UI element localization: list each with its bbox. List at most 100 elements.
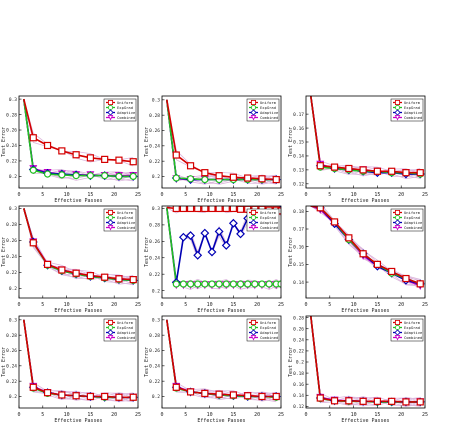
legend-label-combined: Combined — [404, 115, 422, 120]
y-tick-label: 0.26 — [6, 348, 17, 354]
marker-uniform — [58, 266, 66, 274]
axes-frame — [161, 205, 282, 299]
x-tick-label: 0 — [17, 302, 20, 308]
x-tick-label: 5 — [184, 302, 187, 308]
y-tick-label: 0.12 — [293, 404, 304, 410]
legend-marker-uniform — [394, 319, 401, 326]
legend-label-expgrad: ExpGrad — [404, 215, 420, 220]
x-tick-label: 0 — [160, 412, 163, 418]
y-tick-label: 0.22 — [149, 159, 160, 165]
spread-line — [23, 208, 134, 286]
y-tick-label: 0.24 — [293, 338, 304, 344]
y-tick-label: 0.28 — [293, 315, 304, 321]
y-tick-label: 0.16 — [293, 126, 304, 132]
marker-uniform — [186, 388, 195, 396]
marker-uniform — [72, 392, 80, 400]
series-lines — [310, 206, 425, 290]
legend-label-uniform: Uniform — [260, 210, 277, 215]
legend-label-combined: Combined — [117, 115, 135, 120]
x-axis-label: Effective Passes — [54, 308, 102, 314]
spread-line — [166, 319, 277, 403]
x-tick-label: 10 — [351, 412, 357, 418]
y-tick-label: 0.26 — [149, 348, 160, 354]
marker-adaptive — [214, 227, 224, 236]
marker-expgrad — [215, 280, 223, 288]
marker-uniform — [86, 392, 95, 401]
marker-uniform — [115, 275, 123, 283]
marker-expgrad — [29, 166, 37, 174]
x-tick-label: 15 — [374, 412, 380, 418]
x-axis-label: Effective Passes — [341, 198, 389, 204]
y-tick-label: 0.2 — [9, 286, 17, 292]
marker-uniform — [402, 398, 410, 406]
marker-uniform — [86, 272, 95, 280]
y-tick-label: 0.22 — [293, 349, 304, 355]
spread-line — [310, 316, 421, 407]
y-tick-label: 0.22 — [149, 272, 160, 278]
legend-marker-expgrad — [250, 104, 257, 111]
subplot-9: 0 5 10 15 20 25 0.12 0.14 0.16 0.18 0.2 0.22 0.24 0.2… — [288, 315, 428, 424]
y-tick-label: 0.28 — [6, 222, 17, 228]
subplot-8: 0 5 10 15 20 25 0.2 0.22 0.24 0.26 0.28 0.3 Effectiv… — [144, 315, 284, 424]
y-tick-label: 0.26 — [6, 238, 17, 244]
x-tick-label: 5 — [184, 192, 187, 198]
axes-frame — [18, 315, 139, 409]
x-tick-label: 20 — [254, 412, 260, 418]
x-tick-label: 20 — [111, 412, 117, 418]
series-lines — [166, 319, 281, 401]
x-tick-label: 0 — [304, 302, 307, 308]
x-tick-label: 5 — [184, 412, 187, 418]
x-tick-label: 20 — [398, 302, 404, 308]
x-tick-label: 20 — [398, 412, 404, 418]
marker-expgrad — [277, 280, 281, 288]
x-tick-label: 0 — [17, 412, 20, 418]
marker-uniform — [201, 389, 209, 398]
legend-marker-uniform — [394, 209, 401, 216]
y-tick-label: 0.22 — [6, 270, 17, 276]
marker-expgrad — [186, 175, 195, 183]
legend-label-combined: Combined — [117, 335, 135, 340]
x-axis-label: Effective Passes — [341, 308, 389, 314]
x-tick-label: 10 — [207, 412, 213, 418]
x-tick-label: 20 — [254, 302, 260, 308]
x-tick-label: 10 — [64, 192, 70, 198]
x-tick-label: 10 — [207, 192, 213, 198]
axes-frame — [305, 205, 426, 299]
y-tick-label: 0.18 — [293, 371, 304, 377]
marker-expgrad — [229, 280, 237, 288]
y-tick-label: 0.2 — [152, 288, 160, 294]
x-tick-label: 5 — [41, 192, 44, 198]
y-tick-label: 0.2 — [9, 174, 17, 180]
marker-uniform — [115, 393, 123, 401]
x-tick-label: 25 — [135, 192, 141, 198]
marker-uniform — [373, 167, 381, 175]
marker-adaptive — [221, 240, 231, 250]
marker-expgrad — [208, 280, 216, 288]
marker-uniform — [186, 162, 195, 170]
subplot-4: 0 5 10 15 20 25 0.2 0.22 0.24 0.26 0.28 0.3 Effectiv… — [1, 205, 141, 314]
marker-expgrad — [222, 280, 230, 288]
legend-label-uniform: Uniform — [404, 100, 421, 105]
legend-marker-combined — [107, 114, 114, 121]
y-tick-label: 0.28 — [149, 113, 160, 119]
legend-label-combined: Combined — [260, 115, 278, 120]
subplot-7: 0 5 10 15 20 25 0.2 0.22 0.24 0.26 0.28 0.3 Effectiv… — [1, 315, 141, 424]
marker-adaptive — [228, 218, 238, 228]
marker-expgrad — [201, 175, 209, 184]
y-tick-label: 0.2 — [152, 174, 160, 180]
legend-label-uniform: Uniform — [404, 210, 421, 215]
marker-uniform — [29, 134, 37, 142]
legend-label-combined: Combined — [260, 335, 278, 340]
marker-uniform — [215, 172, 223, 180]
marker-uniform — [201, 169, 209, 177]
marker-expgrad — [244, 280, 252, 288]
x-tick-label: 25 — [422, 412, 428, 418]
marker-uniform — [101, 273, 109, 281]
y-tick-label: 0.16 — [293, 382, 304, 388]
legend-marker-uniform — [107, 319, 114, 326]
legend-label-uniform: Uniform — [260, 100, 277, 105]
marker-uniform — [29, 383, 37, 391]
